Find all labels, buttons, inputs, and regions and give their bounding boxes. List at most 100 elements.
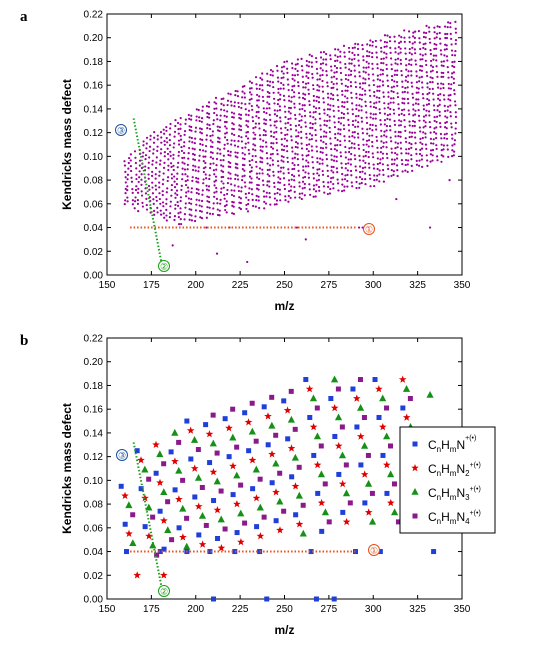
data-point bbox=[261, 95, 265, 99]
data-point bbox=[264, 130, 267, 133]
data-point bbox=[322, 180, 325, 184]
data-point bbox=[255, 111, 258, 114]
data-point bbox=[173, 175, 176, 178]
data-point bbox=[315, 183, 318, 186]
data-point bbox=[451, 137, 454, 140]
data-point bbox=[232, 212, 235, 215]
data-point bbox=[308, 549, 314, 555]
data-point bbox=[150, 174, 154, 178]
data-point bbox=[290, 62, 294, 65]
data-point bbox=[400, 69, 403, 73]
data-point bbox=[431, 159, 434, 162]
data-point bbox=[408, 141, 411, 145]
data-point bbox=[316, 72, 319, 75]
data-point bbox=[301, 187, 304, 190]
data-point bbox=[217, 515, 225, 523]
data-point bbox=[194, 502, 203, 510]
data-point bbox=[124, 181, 127, 184]
data-point bbox=[332, 171, 335, 174]
data-point bbox=[129, 159, 132, 162]
legend-label-part: C bbox=[428, 510, 437, 524]
data-point bbox=[269, 130, 273, 133]
data-point bbox=[211, 596, 216, 602]
data-point bbox=[312, 84, 315, 87]
data-point bbox=[356, 43, 360, 46]
data-point bbox=[358, 93, 362, 96]
data-point bbox=[453, 65, 456, 69]
data-point bbox=[346, 185, 349, 188]
data-point bbox=[401, 85, 404, 89]
data-point bbox=[169, 154, 172, 158]
data-point bbox=[296, 69, 299, 73]
data-point bbox=[369, 39, 372, 42]
data-point bbox=[212, 207, 215, 210]
data-point bbox=[201, 193, 204, 196]
data-point bbox=[318, 117, 322, 120]
data-point bbox=[346, 112, 349, 115]
data-point bbox=[303, 98, 306, 101]
data-point bbox=[236, 178, 240, 181]
data-point bbox=[435, 132, 438, 135]
data-point bbox=[223, 136, 227, 139]
data-point bbox=[405, 68, 408, 71]
data-point bbox=[218, 488, 224, 494]
data-point bbox=[159, 209, 162, 212]
data-point bbox=[206, 195, 209, 198]
data-point bbox=[385, 124, 389, 128]
data-point bbox=[336, 471, 342, 477]
data-point bbox=[283, 187, 286, 191]
data-point bbox=[152, 198, 155, 201]
data-point bbox=[400, 159, 403, 162]
data-point bbox=[307, 76, 310, 80]
data-point bbox=[445, 137, 449, 140]
data-point bbox=[214, 450, 220, 456]
y-tick-label: 0.16 bbox=[84, 405, 104, 416]
data-point bbox=[225, 424, 233, 432]
data-point bbox=[360, 98, 363, 101]
y-axis-label: Kendricks mass defect bbox=[60, 79, 74, 210]
data-point bbox=[247, 109, 251, 112]
data-point bbox=[232, 127, 235, 131]
data-point bbox=[151, 192, 155, 195]
data-point bbox=[358, 182, 361, 185]
data-point bbox=[439, 132, 443, 136]
data-point bbox=[321, 158, 324, 161]
data-point bbox=[295, 491, 303, 499]
data-point bbox=[198, 204, 201, 207]
data-point bbox=[305, 143, 308, 147]
data-point bbox=[151, 186, 154, 189]
data-point bbox=[278, 109, 282, 112]
data-point bbox=[199, 131, 202, 134]
data-point bbox=[148, 188, 151, 191]
data-point bbox=[371, 67, 374, 70]
series-points bbox=[123, 20, 458, 264]
data-point bbox=[253, 438, 259, 444]
data-point bbox=[301, 69, 304, 72]
data-point bbox=[269, 68, 273, 72]
data-point bbox=[200, 116, 204, 120]
data-point bbox=[330, 375, 339, 383]
data-point bbox=[344, 73, 347, 77]
data-point bbox=[118, 483, 124, 489]
data-point bbox=[294, 196, 297, 199]
data-point bbox=[337, 132, 340, 135]
data-point bbox=[229, 154, 232, 157]
data-point bbox=[321, 147, 325, 150]
data-point bbox=[248, 102, 251, 105]
data-point bbox=[381, 157, 384, 160]
data-point bbox=[142, 151, 145, 154]
data-point bbox=[240, 106, 243, 110]
data-point bbox=[447, 87, 450, 90]
data-point bbox=[236, 145, 240, 148]
data-point bbox=[248, 175, 252, 178]
data-point bbox=[400, 112, 403, 115]
data-point bbox=[375, 128, 378, 131]
data-point bbox=[415, 163, 419, 166]
data-point bbox=[246, 125, 250, 128]
data-point bbox=[329, 97, 332, 100]
data-point bbox=[225, 131, 228, 134]
data-point bbox=[138, 486, 144, 492]
data-point bbox=[367, 62, 370, 65]
data-point bbox=[233, 189, 236, 192]
data-point bbox=[353, 136, 356, 139]
